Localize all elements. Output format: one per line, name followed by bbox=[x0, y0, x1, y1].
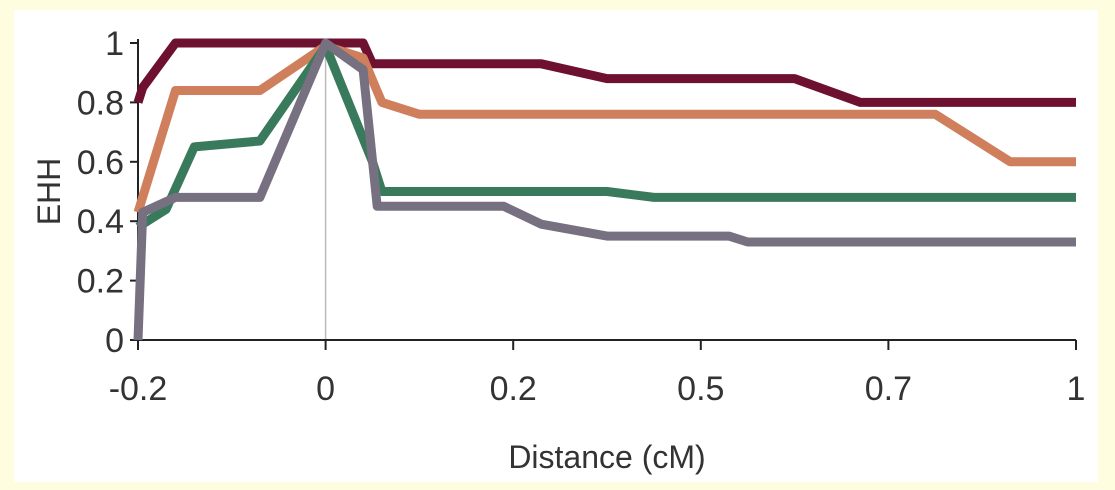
x-tick-label: 0.5 bbox=[677, 370, 724, 408]
y-tick-label: 0.6 bbox=[77, 144, 124, 182]
y-tick-label: 0 bbox=[105, 322, 124, 360]
y-tick-label: 1 bbox=[105, 25, 124, 63]
x-tick-label: 1 bbox=[1067, 370, 1086, 408]
x-tick-label: 0.2 bbox=[490, 370, 537, 408]
x-tick-label: -0.2 bbox=[109, 370, 168, 408]
series-line-4 bbox=[133, 38, 1076, 341]
series-line-1 bbox=[133, 38, 1076, 107]
ehh-line-chart: 0 0.2 0.4 0.6 0.8 1 -0.2 0 0.2 0.5 0.7 1 Distance (c… bbox=[31, 25, 1086, 475]
x-tick-label: 0 bbox=[316, 370, 335, 408]
y-tick-label: 0.2 bbox=[77, 263, 124, 301]
series-line-3 bbox=[135, 41, 1076, 231]
y-axis-title: EHH bbox=[31, 158, 67, 226]
chart-frame: 0 0.2 0.4 0.6 0.8 1 -0.2 0 0.2 0.5 0.7 1 Distance (c… bbox=[14, 10, 1098, 482]
series-line-2 bbox=[133, 41, 1076, 214]
x-tick-label: 0.7 bbox=[865, 370, 912, 408]
x-axis-title: Distance (cM) bbox=[508, 439, 705, 475]
y-tick-label: 0.8 bbox=[77, 84, 124, 122]
y-tick-label: 0.4 bbox=[77, 203, 124, 241]
